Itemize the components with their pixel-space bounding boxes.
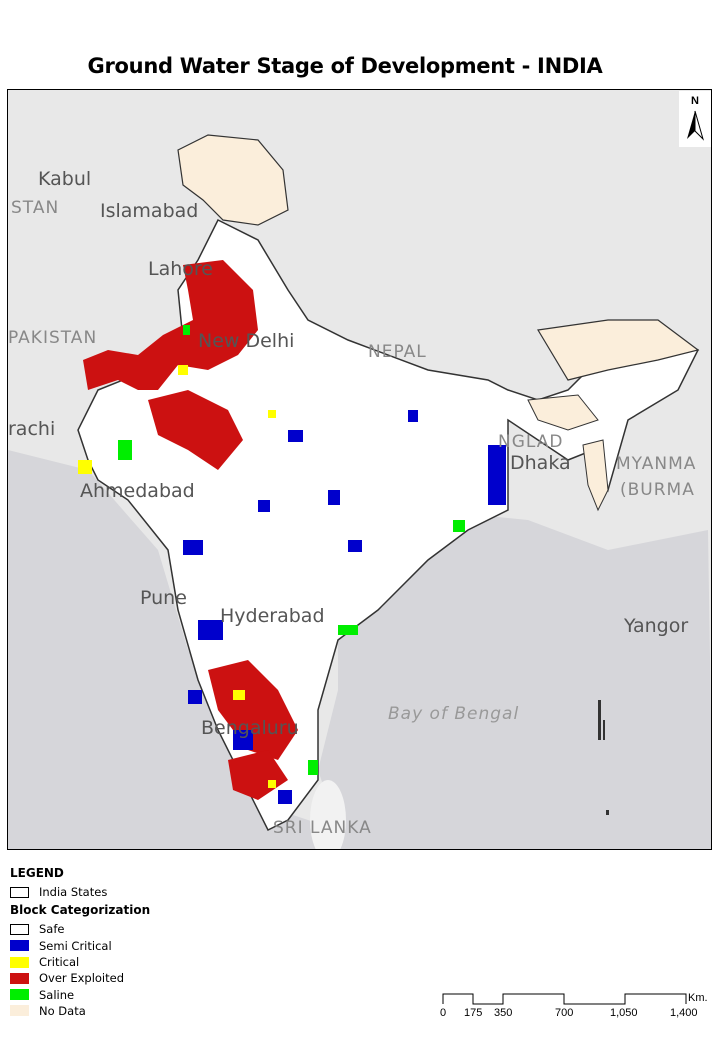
legend-swatch: [10, 923, 29, 935]
legend-item-semi-critical: Semi Critical: [10, 938, 150, 954]
legend-item-no-data: No Data: [10, 1003, 150, 1019]
india-map: [8, 134, 711, 849]
scale-tick-1400: 1,400: [670, 1007, 698, 1019]
scale-bar-graphic: [442, 993, 687, 1005]
legend-swatch: [10, 886, 29, 898]
label-pune: Pune: [140, 587, 187, 609]
scale-bar: 0 175 350 700 1,050 1,400 Km.: [440, 990, 720, 1030]
label-nepal: NEPAL: [368, 342, 427, 362]
label-myanmar: MYANMA: [616, 454, 697, 474]
label-kabul: Kabul: [38, 168, 92, 190]
label-pakistan: PAKISTAN: [8, 328, 98, 348]
map-title: Ground Water Stage of Development - INDI…: [87, 54, 603, 78]
label-bay-of-bengal: Bay of Bengal: [388, 704, 520, 724]
label-hyderabad: Hyderabad: [220, 605, 325, 627]
legend-swatch: [10, 1005, 29, 1017]
label-lahore: Lahore: [148, 258, 213, 280]
legend-label: Safe: [39, 922, 65, 937]
label-karachi: rachi: [8, 418, 56, 440]
legend-heading: LEGEND: [10, 866, 64, 880]
scale-tick-0: 0: [440, 1007, 447, 1019]
north-label: N: [691, 95, 699, 107]
legend-swatch: [10, 956, 29, 968]
scale-tick-350: 350: [494, 1007, 513, 1019]
legend-item-over-exploited: Over Exploited: [10, 970, 150, 986]
legend-swatch: [10, 940, 29, 952]
north-arrow: N: [679, 91, 711, 147]
label-sri-lanka: SRI LANKA: [273, 818, 372, 838]
scale-unit: Km.: [688, 992, 708, 1004]
legend-label: Semi Critical: [39, 938, 112, 953]
label-islamabad: Islamabad: [100, 200, 199, 222]
legend-item-saline: Saline: [10, 986, 150, 1002]
scale-tick-175: 175: [464, 1007, 483, 1019]
label-afghanistan: STAN: [11, 198, 60, 218]
legend-label: Over Exploited: [39, 971, 124, 986]
label-dhaka: Dhaka: [510, 452, 571, 474]
legend-item-critical: Critical: [10, 954, 150, 970]
legend-swatch: [10, 972, 29, 984]
label-ahmedabad: Ahmedabad: [80, 480, 195, 502]
legend-item-india-states: India States: [10, 884, 150, 900]
label-new-delhi: New Delhi: [198, 330, 295, 352]
map-canvas[interactable]: Kabul STAN Islamabad Lahore PAKISTAN New…: [7, 89, 712, 850]
label-bengaluru: Bengaluru: [201, 717, 299, 739]
label-yangon: Yangor: [624, 615, 689, 637]
legend-label: No Data: [39, 1003, 86, 1018]
scale-tick-1050: 1,050: [610, 1007, 638, 1019]
legend-label: Saline: [39, 987, 75, 1002]
label-burma: (BURMA: [620, 480, 695, 500]
legend-item-safe: Safe: [10, 921, 150, 937]
legend-swatch: [10, 989, 29, 1001]
legend-label: India States: [39, 885, 108, 900]
legend-category-heading: Block Categorization: [10, 903, 151, 918]
scale-tick-700: 700: [555, 1007, 574, 1019]
label-bangladesh: NGLAD: [498, 432, 564, 452]
north-arrow-icon: [687, 110, 705, 141]
legend-label: Critical: [39, 955, 80, 970]
legend: LEGEND India States Block Categorization…: [10, 866, 150, 1019]
